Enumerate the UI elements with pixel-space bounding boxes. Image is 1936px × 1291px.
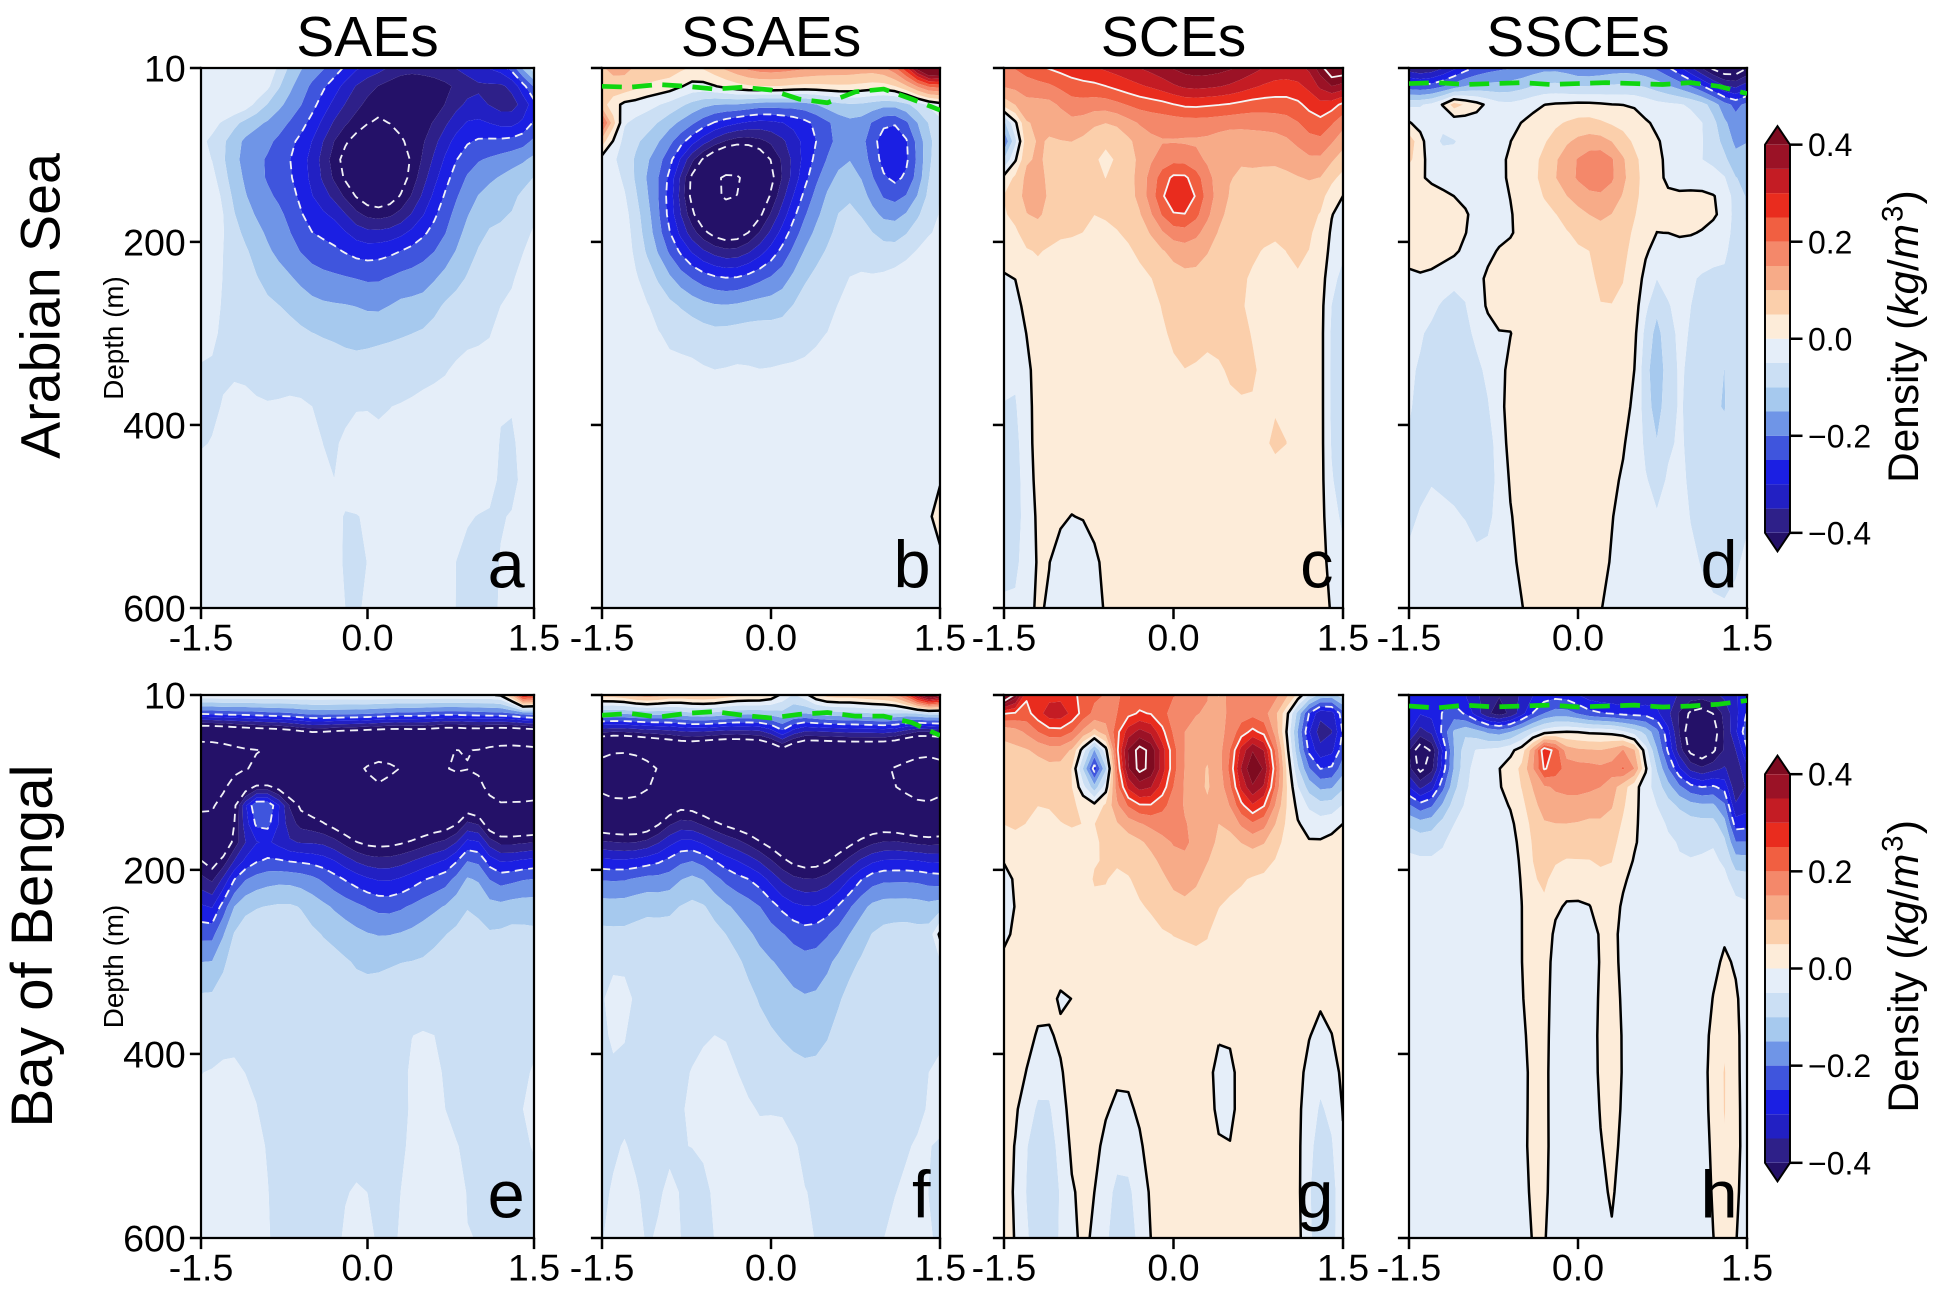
svg-text:0.0: 0.0 bbox=[745, 1246, 797, 1288]
svg-text:SSCEs: SSCEs bbox=[1486, 5, 1670, 69]
svg-text:0.4: 0.4 bbox=[1808, 127, 1852, 163]
svg-text:0.0: 0.0 bbox=[1147, 616, 1199, 658]
svg-text:b: b bbox=[893, 529, 930, 603]
svg-text:1.5: 1.5 bbox=[1721, 1246, 1773, 1288]
svg-text:200: 200 bbox=[123, 849, 186, 891]
svg-text:-1.5: -1.5 bbox=[169, 1246, 234, 1288]
svg-text:200: 200 bbox=[123, 221, 186, 263]
svg-text:400: 400 bbox=[123, 405, 186, 447]
svg-text:c: c bbox=[1300, 529, 1333, 603]
svg-text:−0.4: −0.4 bbox=[1808, 515, 1871, 551]
svg-text:Bay of Bengal: Bay of Bengal bbox=[0, 764, 65, 1127]
svg-text:Depth (m): Depth (m) bbox=[98, 905, 129, 1028]
svg-text:0.0: 0.0 bbox=[1808, 951, 1852, 987]
svg-text:0.4: 0.4 bbox=[1808, 757, 1852, 793]
svg-text:0.0: 0.0 bbox=[1808, 321, 1852, 357]
svg-text:0.0: 0.0 bbox=[341, 1246, 393, 1288]
svg-text:Arabian Sea: Arabian Sea bbox=[9, 153, 71, 459]
svg-text:0.0: 0.0 bbox=[1552, 616, 1604, 658]
svg-text:10: 10 bbox=[144, 675, 186, 717]
svg-text:1.5: 1.5 bbox=[508, 616, 560, 658]
svg-text:0.0: 0.0 bbox=[1552, 1246, 1604, 1288]
svg-text:-1.5: -1.5 bbox=[1377, 616, 1442, 658]
svg-text:−0.2: −0.2 bbox=[1808, 1048, 1871, 1084]
svg-text:1.5: 1.5 bbox=[1317, 616, 1369, 658]
svg-text:SAEs: SAEs bbox=[296, 5, 438, 69]
svg-text:D e n s i t y ( / ) k g m 3: D e n s i t y ( / ) k g m 3 bbox=[1876, 814, 1927, 1113]
svg-text:0.2: 0.2 bbox=[1808, 224, 1852, 260]
svg-text:SSAEs: SSAEs bbox=[681, 5, 861, 69]
svg-text:d: d bbox=[1700, 529, 1737, 603]
svg-text:400: 400 bbox=[123, 1034, 186, 1076]
svg-text:0.2: 0.2 bbox=[1808, 854, 1852, 890]
svg-text:-1.5: -1.5 bbox=[1377, 1246, 1442, 1288]
svg-text:-1.5: -1.5 bbox=[972, 1246, 1037, 1288]
svg-text:e: e bbox=[488, 1159, 525, 1233]
svg-text:Depth (m): Depth (m) bbox=[98, 276, 129, 399]
svg-text:a: a bbox=[488, 529, 526, 603]
svg-text:D e n s i t y ( / ) k g m 3: D e n s i t y ( / ) k g m 3 bbox=[1876, 184, 1927, 483]
svg-text:1.5: 1.5 bbox=[1317, 1246, 1369, 1288]
svg-text:h: h bbox=[1700, 1159, 1737, 1233]
svg-text:-1.5: -1.5 bbox=[169, 616, 234, 658]
svg-text:1.5: 1.5 bbox=[914, 1246, 966, 1288]
svg-text:0.0: 0.0 bbox=[341, 616, 393, 658]
svg-text:1.5: 1.5 bbox=[508, 1246, 560, 1288]
svg-text:10: 10 bbox=[144, 48, 186, 90]
svg-text:f: f bbox=[912, 1159, 931, 1233]
svg-text:-1.5: -1.5 bbox=[972, 616, 1037, 658]
svg-text:600: 600 bbox=[123, 588, 186, 630]
svg-text:SCEs: SCEs bbox=[1101, 5, 1247, 69]
svg-text:600: 600 bbox=[123, 1218, 186, 1260]
svg-text:1.5: 1.5 bbox=[1721, 616, 1773, 658]
svg-text:-1.5: -1.5 bbox=[570, 1246, 635, 1288]
svg-text:0.0: 0.0 bbox=[745, 616, 797, 658]
svg-text:-1.5: -1.5 bbox=[570, 616, 635, 658]
svg-text:g: g bbox=[1296, 1159, 1333, 1233]
svg-text:−0.4: −0.4 bbox=[1808, 1145, 1871, 1181]
svg-text:−0.2: −0.2 bbox=[1808, 418, 1871, 454]
svg-text:1.5: 1.5 bbox=[914, 616, 966, 658]
svg-text:0.0: 0.0 bbox=[1147, 1246, 1199, 1288]
